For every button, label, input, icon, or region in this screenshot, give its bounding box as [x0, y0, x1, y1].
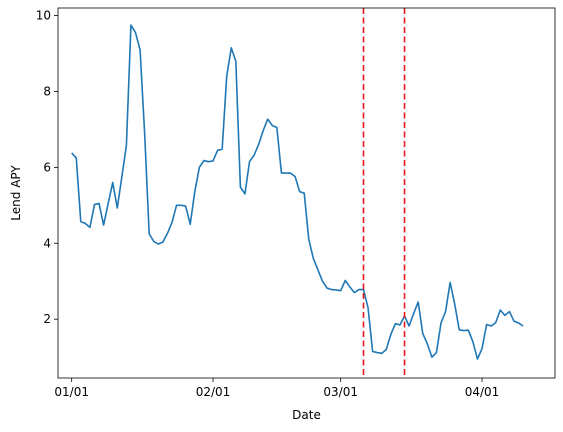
x-tick-label: 04/01 — [465, 385, 500, 399]
y-tick-label: 2 — [43, 312, 51, 326]
y-tick-label: 4 — [43, 236, 51, 250]
y-tick-label: 6 — [43, 160, 51, 174]
lend-apy-series-line — [71, 24, 524, 360]
y-axis-label: Lend APY — [9, 165, 23, 221]
plot-frame — [57, 7, 556, 379]
x-axis-label: Date — [292, 408, 321, 422]
x-tick-label: 03/01 — [323, 385, 358, 399]
y-tick-label: 10 — [36, 9, 51, 23]
plot-layer — [71, 8, 524, 378]
x-tick-label: 02/01 — [196, 385, 231, 399]
ticks-layer: 01/01 02/01 03/01 04/01 2 4 6 8 10 — [36, 9, 500, 399]
y-tick-label: 8 — [43, 84, 51, 98]
x-tick-label: 01/01 — [54, 385, 89, 399]
